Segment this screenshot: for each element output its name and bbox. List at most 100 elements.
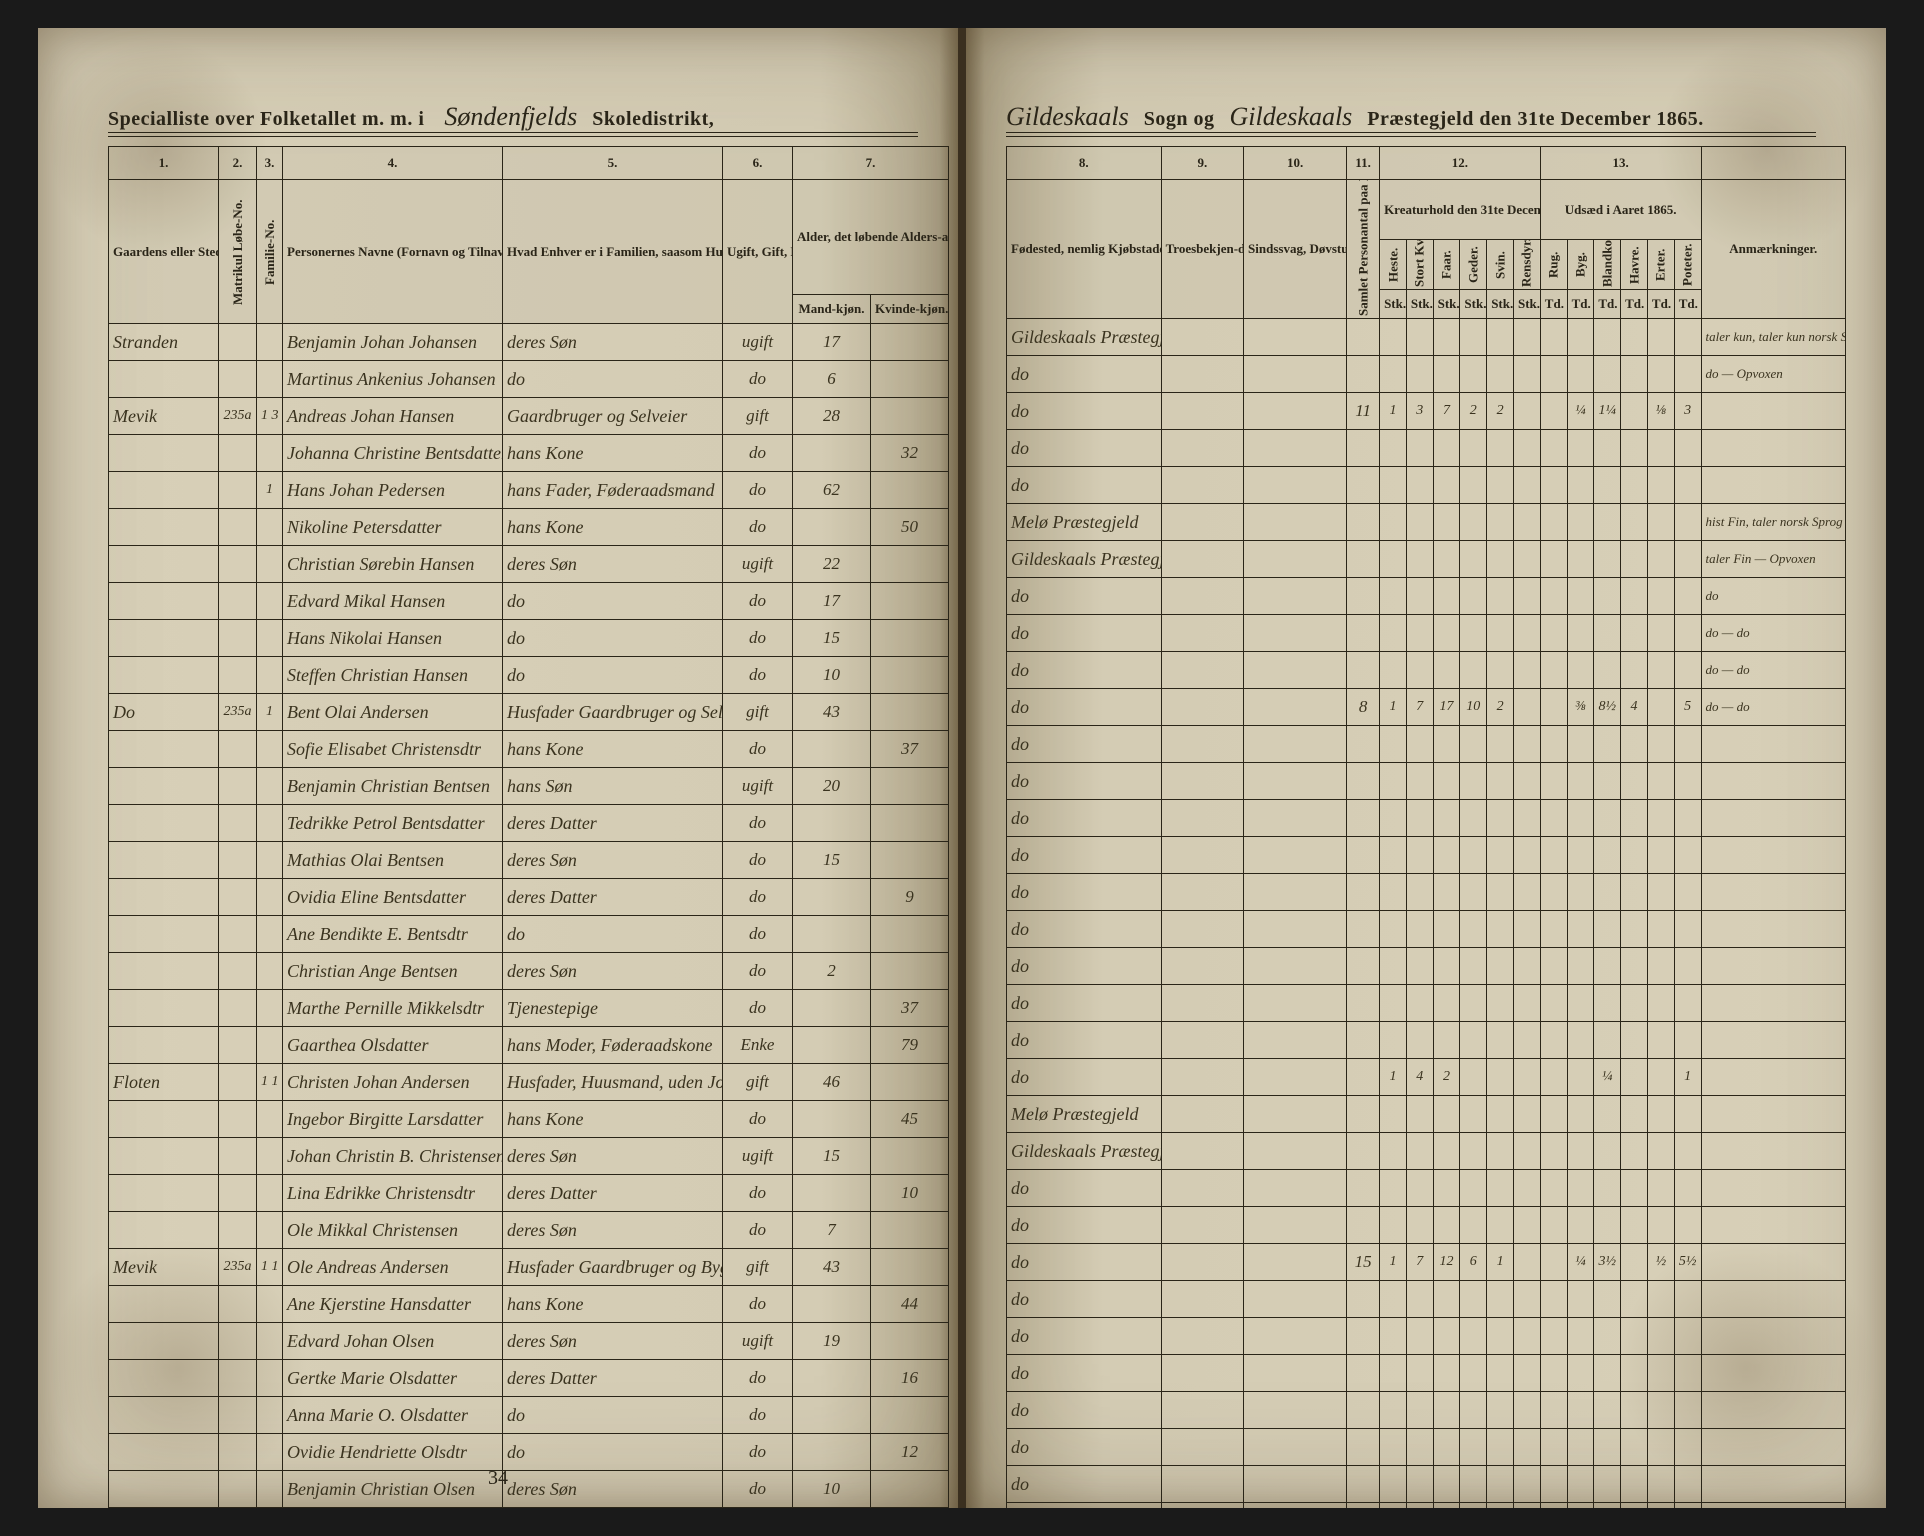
cell-u3 xyxy=(1621,467,1648,504)
cell-gaard xyxy=(109,805,219,842)
cell-rel: hans Kone xyxy=(503,1101,723,1138)
cell-civ: do xyxy=(723,435,793,472)
cell-fam xyxy=(257,324,283,361)
cell-age-m: 43 xyxy=(793,1249,871,1286)
cell-u1: ¼ xyxy=(1567,1244,1594,1281)
cell-k4: 2 xyxy=(1487,393,1514,430)
cell-k1 xyxy=(1406,1429,1433,1466)
cell-name: Ane Bendikte E. Bentsdtr xyxy=(283,916,503,953)
cell-k0 xyxy=(1380,504,1407,541)
cell-remarks xyxy=(1701,1392,1845,1429)
cell-fam xyxy=(257,435,283,472)
cell-persons xyxy=(1347,1133,1380,1170)
cell-u4 xyxy=(1647,615,1674,652)
cell-rel: deres Søn xyxy=(503,1138,723,1175)
table-row: do xyxy=(1007,467,1846,504)
cell-u1 xyxy=(1567,1207,1594,1244)
cell-age-f xyxy=(871,916,949,953)
cell-u5 xyxy=(1674,504,1701,541)
cell-matr xyxy=(219,361,257,398)
cell-fam xyxy=(257,1471,283,1508)
cell-u5 xyxy=(1674,1170,1701,1207)
cell-k2 xyxy=(1433,1355,1460,1392)
cell-birthplace: do xyxy=(1007,1059,1162,1096)
cell-k5 xyxy=(1513,430,1540,467)
table-row: Melø Præstegjeld xyxy=(1007,1096,1846,1133)
cell-u2 xyxy=(1594,1429,1621,1466)
cell-u3 xyxy=(1621,1059,1648,1096)
cell-civ: do xyxy=(723,583,793,620)
cell-age-f: 37 xyxy=(871,731,949,768)
cell-k0 xyxy=(1380,1355,1407,1392)
cell-u5: 5 xyxy=(1674,689,1701,726)
ledger-book: Specialliste over Folketallet m. m. i Sø… xyxy=(38,28,1886,1508)
cell-age-m: 10 xyxy=(793,1471,871,1508)
cell-k0 xyxy=(1380,1466,1407,1503)
table-row: do81717102⅜8½45do — do xyxy=(1007,689,1846,726)
cell-k2: 2 xyxy=(1433,1059,1460,1096)
cell-remarks: taler Fin — Opvoxen xyxy=(1701,541,1845,578)
cell-u1 xyxy=(1567,1429,1594,1466)
cell-civ: do xyxy=(723,657,793,694)
cell-civ: do xyxy=(723,361,793,398)
cell-age-f xyxy=(871,768,949,805)
cell-k0: 1 xyxy=(1380,1244,1407,1281)
cell-u5 xyxy=(1674,1318,1701,1355)
cell-u2 xyxy=(1594,985,1621,1022)
cell-remarks xyxy=(1701,1170,1845,1207)
col12-num: 12. xyxy=(1380,147,1541,180)
table-row: do xyxy=(1007,1318,1846,1355)
cell-k5 xyxy=(1513,652,1540,689)
header-rule xyxy=(108,132,918,137)
cell-infirm xyxy=(1244,1503,1347,1509)
cell-faith xyxy=(1161,393,1243,430)
cell-u5 xyxy=(1674,541,1701,578)
cell-k4 xyxy=(1487,1096,1514,1133)
cell-birthplace: do xyxy=(1007,356,1162,393)
cell-u0 xyxy=(1540,985,1567,1022)
cell-k0 xyxy=(1380,1022,1407,1059)
cell-u0 xyxy=(1540,393,1567,430)
cell-age-m: 6 xyxy=(793,361,871,398)
cell-u5 xyxy=(1674,356,1701,393)
cell-age-f: 16 xyxy=(871,1360,949,1397)
cell-age-f: 45 xyxy=(871,1101,949,1138)
cell-matr xyxy=(219,620,257,657)
ledger-table-left: 1. 2. 3. 4. 5. 6. 7. Gaardens eller Sted… xyxy=(108,146,949,1508)
col9-num: 9. xyxy=(1161,147,1243,180)
cell-u4 xyxy=(1647,1466,1674,1503)
table-row: Melø Præstegjeldhist Fin, taler norsk Sp… xyxy=(1007,504,1846,541)
table-row: do142¼1 xyxy=(1007,1059,1846,1096)
cell-name: Benjamin Johan Johansen xyxy=(283,324,503,361)
cell-persons xyxy=(1347,356,1380,393)
cell-rel: hans Kone xyxy=(503,435,723,472)
col6-num: 6. xyxy=(723,147,793,180)
col8-head: Fødested, nemlig Kjøbstadens eller Lade-… xyxy=(1007,180,1162,319)
cell-faith xyxy=(1161,1059,1243,1096)
cell-age-m xyxy=(793,1434,871,1471)
cell-gaard: Mevik xyxy=(109,1249,219,1286)
cell-matr xyxy=(219,916,257,953)
cell-rel: do xyxy=(503,583,723,620)
cell-k4 xyxy=(1487,1281,1514,1318)
header-prefix: Specialliste over Folketallet m. m. i xyxy=(108,108,424,130)
cell-birthplace: do xyxy=(1007,1392,1162,1429)
cell-rel: deres Datter xyxy=(503,1360,723,1397)
cell-civ: do xyxy=(723,1101,793,1138)
table-row: Johanna Christine Bentsdatterhans Konedo… xyxy=(109,435,949,472)
col4-num: 4. xyxy=(283,147,503,180)
cell-civ: gift xyxy=(723,1064,793,1101)
cell-u1 xyxy=(1567,356,1594,393)
cell-birthplace: Melø Præstegjeld xyxy=(1007,504,1162,541)
cell-fam xyxy=(257,509,283,546)
cell-k3 xyxy=(1460,1355,1487,1392)
cell-k1 xyxy=(1406,430,1433,467)
table-row: dodo — Opvoxen xyxy=(1007,356,1846,393)
cell-u2: 3½ xyxy=(1594,1244,1621,1281)
cell-k2 xyxy=(1433,1392,1460,1429)
cell-matr: 235a xyxy=(219,398,257,435)
cell-k4 xyxy=(1487,319,1514,356)
cell-k4 xyxy=(1487,1022,1514,1059)
cell-k3 xyxy=(1460,1318,1487,1355)
cell-k3 xyxy=(1460,1466,1487,1503)
